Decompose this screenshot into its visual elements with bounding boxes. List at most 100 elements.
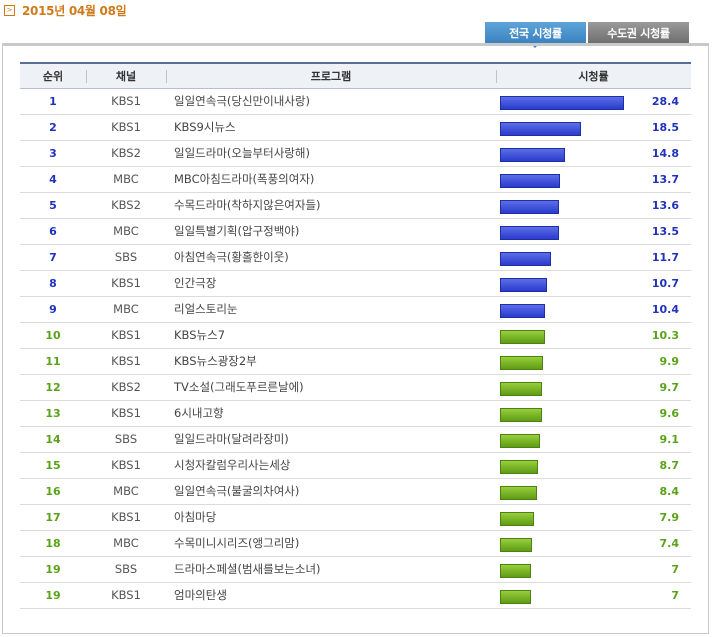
channel-cell: KBS2	[111, 380, 141, 394]
rating-cell: 13.6	[496, 192, 691, 218]
rating-value: 13.5	[651, 224, 679, 238]
program-cell: 인간극장	[174, 276, 217, 290]
rating-bar	[500, 147, 565, 162]
table-row: 2 KBS1 KBS9시뉴스 18.5	[20, 114, 691, 140]
rating-value: 10.3	[651, 328, 679, 342]
rating-cell: 13.5	[496, 218, 691, 244]
rating-value: 9.9	[659, 354, 680, 368]
rating-cell: 9.7	[496, 374, 691, 400]
rating-cell: 9.1	[496, 426, 691, 452]
rating-bar	[500, 173, 560, 188]
rating-value: 11.7	[651, 250, 679, 264]
rating-bar	[500, 303, 545, 318]
channel-cell: KBS1	[111, 458, 141, 472]
rating-bar	[500, 537, 532, 552]
rating-value: 10.4	[651, 302, 679, 316]
rating-bar	[500, 381, 542, 396]
program-cell: 리얼스토리눈	[174, 302, 238, 316]
table-row: 7 SBS 아침연속극(황홀한이웃) 11.7	[20, 244, 691, 270]
rating-bar	[500, 277, 547, 292]
ratings-table-container: 순위 채널 프로그램 시청률 1 KBS1 일일연속극(당신만이내사랑) 28.4 2 K…	[20, 62, 691, 609]
table-row: 18 MBC 수목미니시리즈(앵그리맘) 7.4	[20, 530, 691, 556]
channel-cell: SBS	[114, 250, 138, 264]
channel-cell: MBC	[113, 484, 139, 498]
table-row: 13 KBS1 6시내고향 9.6	[20, 400, 691, 426]
rating-cell: 28.4	[496, 88, 691, 114]
program-cell: 일일연속극(당신만이내사랑)	[174, 94, 310, 108]
channel-cell: KBS1	[111, 406, 141, 420]
rating-bar	[500, 251, 551, 266]
table-row: 6 MBC 일일특별기획(압구정백야) 13.5	[20, 218, 691, 244]
rating-cell: 18.5	[496, 114, 691, 140]
rank-cell: 7	[49, 250, 57, 264]
rating-value: 9.6	[659, 406, 680, 420]
table-row: 17 KBS1 아침마당 7.9	[20, 504, 691, 530]
rank-cell: 6	[49, 224, 57, 238]
rank-cell: 5	[49, 198, 57, 212]
program-cell: 수목드라마(착하지않은여자들)	[174, 198, 321, 212]
rating-value: 7	[671, 588, 679, 602]
program-cell: 일일드라마(오늘부터사랑해)	[174, 146, 310, 160]
column-header-program: 프로그램	[166, 63, 496, 88]
table-row: 4 MBC MBC아침드라마(폭풍의여자) 13.7	[20, 166, 691, 192]
program-cell: 수목미니시리즈(앵그리맘)	[174, 536, 300, 550]
channel-cell: KBS1	[111, 276, 141, 290]
tab-capital-area-rating[interactable]: 수도권 시청률	[588, 22, 689, 43]
channel-cell: MBC	[113, 536, 139, 550]
table-row: 11 KBS1 KBS뉴스광장2부 9.9	[20, 348, 691, 374]
rank-cell: 2	[49, 120, 57, 134]
program-cell: MBC아침드라마(폭풍의여자)	[174, 172, 315, 186]
channel-cell: SBS	[114, 432, 138, 446]
rating-bar	[500, 407, 542, 422]
rating-cell: 13.7	[496, 166, 691, 192]
rank-cell: 3	[49, 146, 57, 160]
rating-bar	[500, 199, 559, 214]
rating-bar	[500, 121, 581, 136]
rating-cell: 10.3	[496, 322, 691, 348]
table-row: 16 MBC 일일연속극(불굴의차여사) 8.4	[20, 478, 691, 504]
rank-cell: 17	[45, 510, 61, 524]
rating-cell: 7.4	[496, 530, 691, 556]
program-cell: 드라마스페셜(범새를보는소녀)	[174, 562, 321, 576]
rating-value: 28.4	[651, 94, 679, 108]
rank-cell: 11	[45, 354, 61, 368]
rank-cell: 1	[49, 94, 57, 108]
rating-value: 9.7	[659, 380, 680, 394]
column-header-rank: 순위	[42, 69, 64, 83]
region-tabs: 전국 시청률 수도권 시청률	[485, 22, 689, 48]
table-row: 8 KBS1 인간극장 10.7	[20, 270, 691, 296]
program-cell: 아침연속극(황홀한이웃)	[174, 250, 289, 264]
rating-cell: 7	[496, 582, 691, 608]
channel-cell: KBS2	[111, 146, 141, 160]
rating-bar	[500, 355, 543, 370]
table-row: 5 KBS2 수목드라마(착하지않은여자들) 13.6	[20, 192, 691, 218]
channel-cell: MBC	[113, 224, 139, 238]
rating-bar	[500, 459, 538, 474]
table-row: 15 KBS1 시청자칼럼우리사는세상 8.7	[20, 452, 691, 478]
rating-bar	[500, 589, 531, 604]
date-label: 2015년 04월 08일	[22, 3, 127, 18]
program-cell: KBS뉴스7	[174, 328, 226, 342]
program-cell: 아침마당	[174, 510, 217, 524]
table-row: 12 KBS2 TV소설(그래도푸르른날에) 9.7	[20, 374, 691, 400]
tab-national-rating[interactable]: 전국 시청률	[485, 22, 586, 48]
table-row: 1 KBS1 일일연속극(당신만이내사랑) 28.4	[20, 88, 691, 114]
rating-bar	[500, 433, 540, 448]
channel-cell: KBS1	[111, 120, 141, 134]
rank-cell: 14	[45, 432, 61, 446]
rank-cell: 16	[45, 484, 61, 498]
table-row: 9 MBC 리얼스토리눈 10.4	[20, 296, 691, 322]
rating-bar	[500, 563, 531, 578]
column-header-rating: 시청률	[496, 63, 691, 88]
program-cell: 엄마의탄생	[174, 588, 227, 602]
rating-cell: 7.9	[496, 504, 691, 530]
rating-cell: 10.4	[496, 296, 691, 322]
rank-cell: 12	[45, 380, 61, 394]
rating-bar	[500, 329, 545, 344]
ratings-table: 순위 채널 프로그램 시청률 1 KBS1 일일연속극(당신만이내사랑) 28.4 2 K…	[20, 62, 691, 609]
rating-cell: 7	[496, 556, 691, 582]
table-row: 19 KBS1 엄마의탄생 7	[20, 582, 691, 608]
channel-cell: KBS1	[111, 94, 141, 108]
channel-cell: KBS1	[111, 328, 141, 342]
rating-cell: 10.7	[496, 270, 691, 296]
